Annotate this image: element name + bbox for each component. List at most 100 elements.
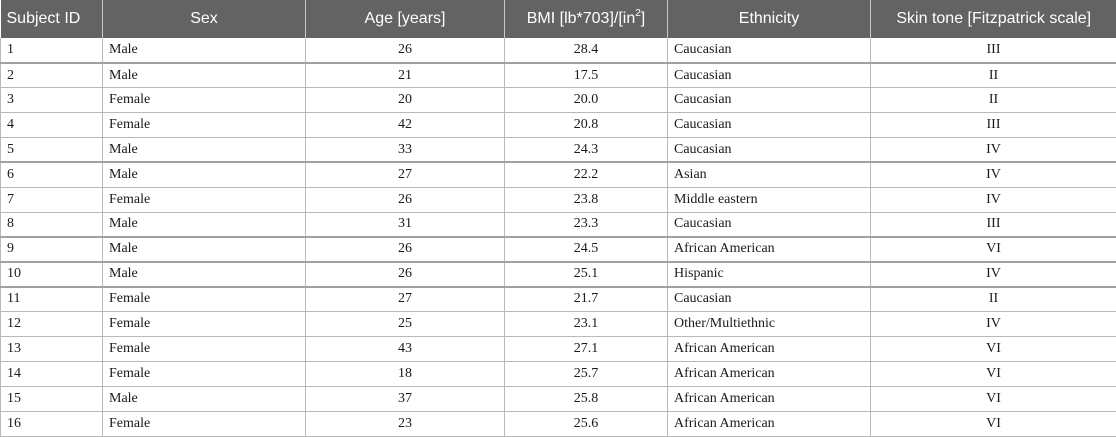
cell-skin-tone: III [871, 212, 1116, 237]
cell-skin-tone: II [871, 88, 1116, 113]
cell-subject-id: 2 [1, 63, 103, 88]
cell-bmi: 25.8 [505, 386, 668, 411]
cell-sex: Female [103, 411, 306, 436]
cell-subject-id: 8 [1, 212, 103, 237]
cell-age: 27 [306, 162, 505, 187]
cell-bmi: 21.7 [505, 287, 668, 312]
cell-skin-tone: IV [871, 138, 1116, 163]
cell-subject-id: 6 [1, 162, 103, 187]
cell-age: 25 [306, 312, 505, 337]
cell-age: 43 [306, 337, 505, 362]
cell-subject-id: 14 [1, 361, 103, 386]
header-bmi-prefix: BMI [lb*703]/[in [527, 10, 636, 27]
cell-skin-tone: III [871, 113, 1116, 138]
cell-sex: Female [103, 337, 306, 362]
cell-age: 27 [306, 287, 505, 312]
cell-skin-tone: VI [871, 411, 1116, 436]
cell-bmi: 25.1 [505, 262, 668, 287]
header-ethnicity: Ethnicity [668, 0, 871, 38]
cell-age: 33 [306, 138, 505, 163]
cell-skin-tone: IV [871, 187, 1116, 212]
cell-sex: Male [103, 386, 306, 411]
cell-subject-id: 12 [1, 312, 103, 337]
cell-subject-id: 1 [1, 38, 103, 63]
cell-age: 37 [306, 386, 505, 411]
cell-ethnicity: African American [668, 411, 871, 436]
cell-ethnicity: Caucasian [668, 88, 871, 113]
cell-bmi: 25.7 [505, 361, 668, 386]
cell-subject-id: 4 [1, 113, 103, 138]
cell-subject-id: 11 [1, 287, 103, 312]
cell-age: 18 [306, 361, 505, 386]
table-header: Subject ID Sex Age [years] BMI [lb*703]/… [1, 0, 1116, 38]
cell-sex: Male [103, 38, 306, 63]
cell-ethnicity: Caucasian [668, 113, 871, 138]
cell-age: 26 [306, 187, 505, 212]
cell-sex: Male [103, 262, 306, 287]
cell-bmi: 23.1 [505, 312, 668, 337]
cell-skin-tone: VI [871, 337, 1116, 362]
cell-age: 31 [306, 212, 505, 237]
cell-age: 26 [306, 237, 505, 262]
cell-age: 20 [306, 88, 505, 113]
header-row: Subject ID Sex Age [years] BMI [lb*703]/… [1, 0, 1116, 38]
cell-subject-id: 15 [1, 386, 103, 411]
header-sex: Sex [103, 0, 306, 38]
header-skin-tone: Skin tone [Fitzpatrick scale] [871, 0, 1116, 38]
cell-age: 26 [306, 38, 505, 63]
cell-ethnicity: Caucasian [668, 138, 871, 163]
cell-skin-tone: IV [871, 262, 1116, 287]
cell-bmi: 24.3 [505, 138, 668, 163]
cell-ethnicity: African American [668, 386, 871, 411]
cell-ethnicity: Asian [668, 162, 871, 187]
cell-age: 26 [306, 262, 505, 287]
cell-bmi: 20.0 [505, 88, 668, 113]
header-bmi-superscript: 2 [635, 8, 641, 19]
cell-subject-id: 3 [1, 88, 103, 113]
header-age: Age [years] [306, 0, 505, 38]
cell-sex: Female [103, 187, 306, 212]
cell-sex: Female [103, 312, 306, 337]
cell-bmi: 25.6 [505, 411, 668, 436]
cell-ethnicity: African American [668, 337, 871, 362]
cell-age: 21 [306, 63, 505, 88]
cell-ethnicity: African American [668, 361, 871, 386]
header-bmi-suffix: ] [641, 10, 645, 27]
cell-subject-id: 7 [1, 187, 103, 212]
cell-bmi: 23.8 [505, 187, 668, 212]
cell-ethnicity: African American [668, 237, 871, 262]
cell-bmi: 27.1 [505, 337, 668, 362]
cell-sex: Female [103, 287, 306, 312]
cell-skin-tone: VI [871, 361, 1116, 386]
cell-sex: Female [103, 88, 306, 113]
cell-bmi: 28.4 [505, 38, 668, 63]
cell-ethnicity: Caucasian [668, 212, 871, 237]
cell-sex: Male [103, 138, 306, 163]
cell-bmi: 23.3 [505, 212, 668, 237]
cell-sex: Female [103, 361, 306, 386]
cell-sex: Female [103, 113, 306, 138]
cell-subject-id: 16 [1, 411, 103, 436]
cell-subject-id: 10 [1, 262, 103, 287]
cell-bmi: 22.2 [505, 162, 668, 187]
cell-skin-tone: II [871, 287, 1116, 312]
cell-skin-tone: VI [871, 386, 1116, 411]
cell-subject-id: 9 [1, 237, 103, 262]
cell-age: 42 [306, 113, 505, 138]
cell-skin-tone: VI [871, 237, 1116, 262]
